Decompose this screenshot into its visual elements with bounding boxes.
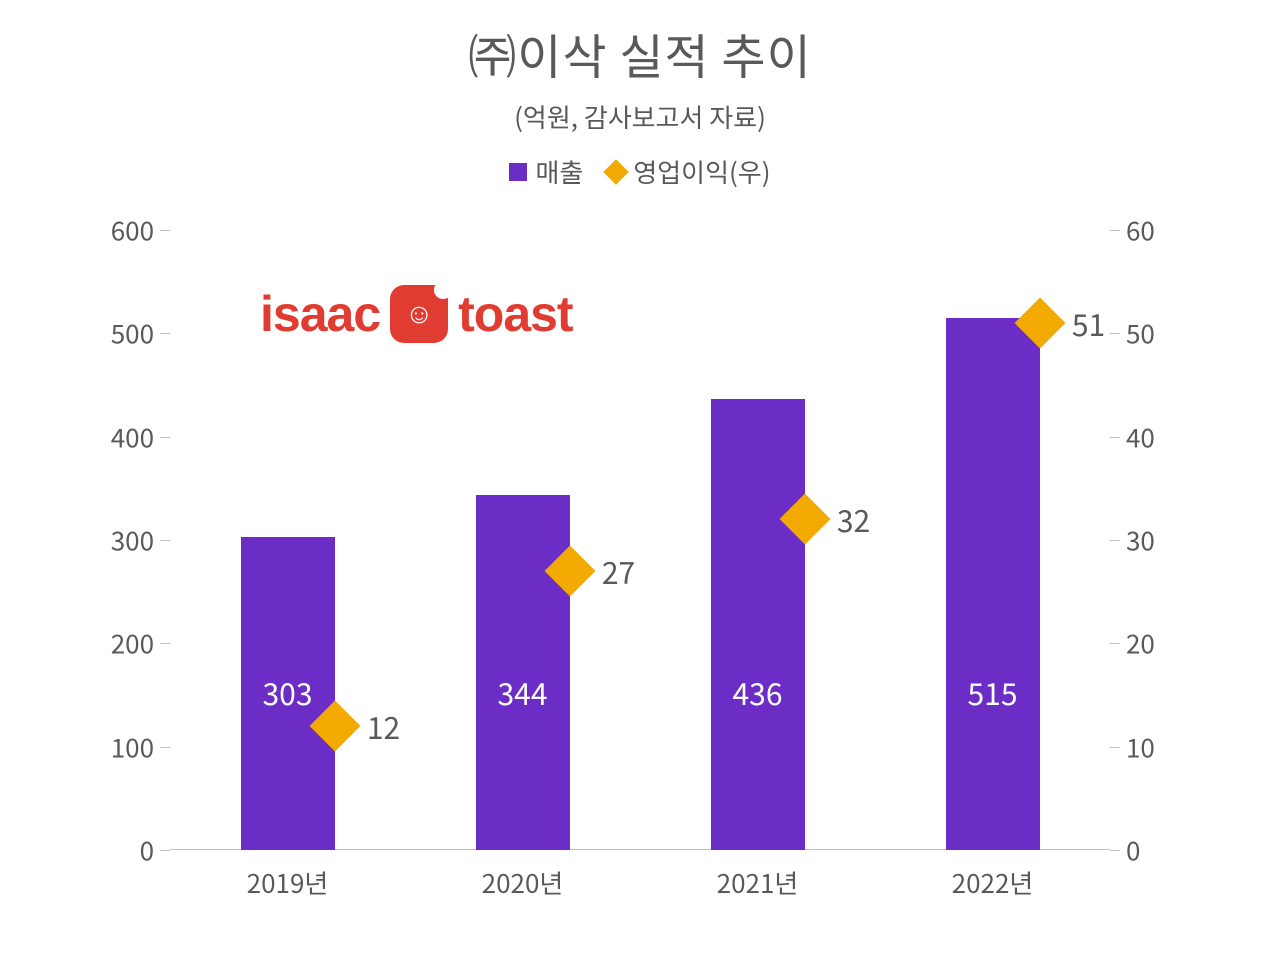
y-left-tick-label: 200 xyxy=(90,625,170,662)
legend-label-diamond: 영업이익(우) xyxy=(633,153,770,190)
y-left-tick-mark xyxy=(160,747,170,748)
y-left-tick-mark xyxy=(160,230,170,231)
y-left-tick-mark xyxy=(160,643,170,644)
brand-logo: isaac ☺ toast xyxy=(260,285,573,343)
toast-face-icon: ☺ xyxy=(405,300,434,328)
y-right-tick-label: 10 xyxy=(1110,728,1190,765)
y-left-tick-label: 0 xyxy=(90,832,170,869)
x-tick-label: 2020년 xyxy=(482,850,564,901)
y-left-tick-label: 300 xyxy=(90,522,170,559)
y-right-tick-label: 40 xyxy=(1110,418,1190,455)
bar-value-label: 344 xyxy=(476,670,570,714)
x-tick-label: 2019년 xyxy=(247,850,329,901)
y-right-tick-mark xyxy=(1110,437,1120,438)
bar: 436 xyxy=(711,399,805,850)
y-left-tick-mark xyxy=(160,540,170,541)
x-tick-label: 2021년 xyxy=(717,850,799,901)
y-right-tick-mark xyxy=(1110,850,1120,851)
y-left-tick-label: 100 xyxy=(90,728,170,765)
y-right-tick-mark xyxy=(1110,540,1120,541)
y-right-tick-label: 20 xyxy=(1110,625,1190,662)
legend-item-diamond: 영업이익(우) xyxy=(607,153,770,190)
diamond-value-label: 27 xyxy=(602,549,635,593)
chart-container: ㈜이삭 실적 추이 (억원, 감사보고서 자료) 매출 영업이익(우) isaa… xyxy=(0,0,1280,954)
logo-text-left: isaac xyxy=(260,285,380,343)
y-right-tick-label: 30 xyxy=(1110,522,1190,559)
legend-item-bar: 매출 xyxy=(509,153,583,190)
bar: 303 xyxy=(241,537,335,850)
y-right-tick-label: 60 xyxy=(1110,212,1190,249)
y-right-tick-mark xyxy=(1110,747,1120,748)
plot-area: isaac ☺ toast 01002003004005006000102030… xyxy=(170,230,1110,850)
y-left-tick-label: 400 xyxy=(90,418,170,455)
legend-swatch-bar xyxy=(509,163,527,181)
bar-value-label: 515 xyxy=(946,670,1040,714)
diamond-value-label: 32 xyxy=(837,497,870,541)
toast-icon: ☺ xyxy=(390,285,448,343)
diamond-value-label: 12 xyxy=(367,704,400,748)
y-left-tick-mark xyxy=(160,437,170,438)
y-right-tick-mark xyxy=(1110,333,1120,334)
y-left-tick-label: 500 xyxy=(90,315,170,352)
bar-value-label: 436 xyxy=(711,670,805,714)
y-right-tick-label: 0 xyxy=(1110,832,1190,869)
chart-subtitle: (억원, 감사보고서 자료) xyxy=(0,98,1280,135)
y-right-tick-mark xyxy=(1110,230,1120,231)
y-right-tick-mark xyxy=(1110,643,1120,644)
legend-label-bar: 매출 xyxy=(535,153,583,190)
logo-text-right: toast xyxy=(458,285,572,343)
x-tick-label: 2022년 xyxy=(952,850,1034,901)
diamond-value-label: 51 xyxy=(1072,301,1105,345)
y-right-tick-label: 50 xyxy=(1110,315,1190,352)
y-left-tick-mark xyxy=(160,850,170,851)
bar-value-label: 303 xyxy=(241,670,335,714)
bar: 344 xyxy=(476,495,570,850)
legend-swatch-diamond xyxy=(604,159,629,184)
bar: 515 xyxy=(946,318,1040,850)
y-left-tick-label: 600 xyxy=(90,212,170,249)
chart-legend: 매출 영업이익(우) xyxy=(0,153,1280,190)
y-left-tick-mark xyxy=(160,333,170,334)
chart-title: ㈜이삭 실적 추이 xyxy=(0,0,1280,88)
